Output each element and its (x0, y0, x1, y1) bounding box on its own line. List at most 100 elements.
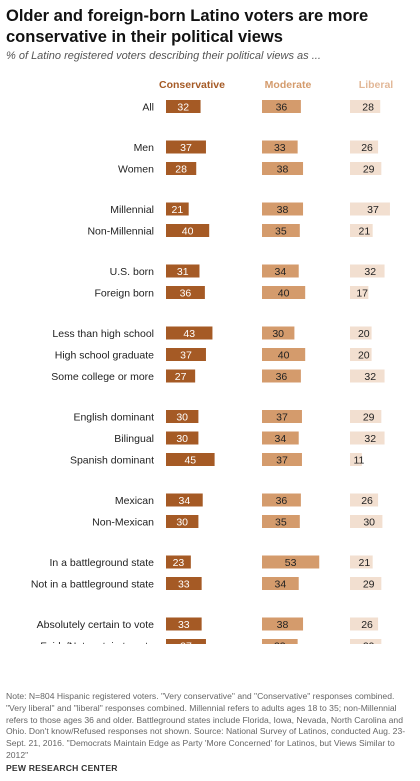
bar-mexican-moderate (262, 493, 301, 507)
bar-high-school-graduate-liberal (350, 348, 372, 361)
value-label-absolutely-certain-to-vote-moderate: 38 (277, 619, 289, 631)
value-label-mexican-moderate: 36 (276, 495, 288, 507)
row-label-fairly-not-certain-to-vote: Fairly/Not certain to vote (40, 641, 154, 645)
legend-moderate: Moderate (265, 79, 312, 91)
source-org: PEW RESEARCH CENTER (6, 763, 118, 773)
value-label-women-liberal: 29 (363, 164, 375, 176)
bar-absolutely-certain-to-vote-moderate (262, 617, 304, 631)
value-label-some-college-or-more-moderate: 36 (276, 371, 288, 383)
value-label-less-than-high-school-liberal: 20 (358, 328, 370, 340)
row-label-millennial: Millennial (110, 204, 154, 216)
bar-foreign-born-liberal (350, 286, 369, 299)
bar-millennial-conservative (166, 202, 189, 216)
bar-non-millennial-moderate (262, 224, 300, 237)
bar-bilingual-moderate (262, 431, 299, 445)
row-label-high-school-graduate: High school graduate (55, 350, 154, 362)
value-label-mexican-conservative: 34 (179, 495, 191, 507)
bar-in-a-battleground-state-moderate (262, 555, 320, 569)
bar-not-in-a-battleground-state-moderate (262, 577, 299, 590)
value-label-not-in-a-battleground-state-conservative: 33 (178, 579, 190, 591)
bar-english-dominant-conservative (166, 410, 199, 423)
value-label-millennial-liberal: 37 (367, 204, 379, 216)
value-label-bilingual-moderate: 34 (275, 433, 287, 445)
value-label-less-than-high-school-moderate: 30 (272, 328, 284, 340)
bar-absolutely-certain-to-vote-liberal (350, 617, 379, 631)
bar-in-a-battleground-state-conservative (166, 555, 191, 569)
value-label-women-moderate: 38 (277, 164, 289, 176)
row-label-bilingual: Bilingual (114, 433, 154, 445)
value-label-all-moderate: 36 (276, 102, 288, 114)
bar-absolutely-certain-to-vote-conservative (166, 617, 202, 631)
value-label-spanish-dominant-conservative: 45 (184, 455, 196, 467)
value-label-high-school-graduate-moderate: 40 (278, 350, 290, 362)
value-label-english-dominant-liberal: 29 (363, 412, 375, 424)
bar-u-s-born-liberal (350, 264, 385, 278)
bar-fairly-not-certain-to-vote-liberal (350, 639, 382, 644)
value-label-spanish-dominant-liberal: 11 (353, 455, 364, 467)
value-label-foreign-born-liberal: 17 (356, 288, 368, 300)
bar-all-moderate (262, 100, 301, 113)
bar-men-liberal (350, 140, 379, 154)
bar-some-college-or-more-moderate (262, 369, 301, 383)
bar-high-school-graduate-conservative (166, 348, 206, 361)
row-label-men: Men (134, 142, 155, 154)
bar-all-liberal (350, 100, 381, 113)
bar-some-college-or-more-conservative (166, 369, 196, 383)
value-label-men-liberal: 26 (361, 142, 373, 154)
bar-fairly-not-certain-to-vote-conservative (166, 639, 206, 644)
row-label-u-s-born: U.S. born (110, 266, 155, 278)
row-label-women: Women (118, 164, 154, 176)
value-label-fairly-not-certain-to-vote-conservative: 37 (180, 641, 192, 645)
bar-english-dominant-liberal (350, 410, 382, 423)
value-label-less-than-high-school-conservative: 43 (183, 328, 195, 340)
bar-u-s-born-conservative (166, 264, 200, 278)
bar-bilingual-conservative (166, 431, 199, 445)
bar-chart: Conservative Moderate Liberal All 32 36 28 Men 3… (31, 79, 394, 645)
bar-some-college-or-more-liberal (350, 369, 385, 383)
value-label-mexican-liberal: 26 (361, 495, 373, 507)
bar-women-conservative (166, 162, 197, 175)
bar-spanish-dominant-liberal (350, 453, 362, 466)
bar-mexican-conservative (166, 493, 203, 507)
bar-non-millennial-liberal (350, 224, 373, 237)
value-label-non-millennial-moderate: 35 (275, 226, 287, 238)
bar-not-in-a-battleground-state-liberal (350, 577, 382, 590)
bar-less-than-high-school-conservative (166, 326, 213, 340)
row-label-non-millennial: Non-Millennial (87, 226, 154, 238)
bar-non-mexican-moderate (262, 515, 300, 528)
row-label-in-a-battleground-state: In a battleground state (50, 557, 155, 569)
value-label-in-a-battleground-state-conservative: 23 (173, 557, 185, 569)
value-label-foreign-born-moderate: 40 (278, 288, 290, 300)
value-label-bilingual-conservative: 30 (176, 433, 188, 445)
bar-not-in-a-battleground-state-conservative (166, 577, 202, 590)
row-label-less-than-high-school: Less than high school (52, 328, 154, 340)
value-label-fairly-not-certain-to-vote-liberal: 29 (363, 641, 375, 645)
value-label-english-dominant-conservative: 30 (176, 412, 188, 424)
bar-spanish-dominant-moderate (262, 453, 302, 466)
legend-liberal: Liberal (359, 79, 394, 91)
value-label-in-a-battleground-state-liberal: 21 (358, 557, 370, 569)
value-label-all-liberal: 28 (362, 102, 374, 114)
value-label-absolutely-certain-to-vote-liberal: 26 (361, 619, 373, 631)
bar-less-than-high-school-liberal (350, 326, 372, 340)
value-label-high-school-graduate-liberal: 20 (358, 350, 370, 362)
bar-spanish-dominant-conservative (166, 453, 215, 466)
bar-fairly-not-certain-to-vote-moderate (262, 639, 298, 644)
bar-men-conservative (166, 140, 206, 154)
value-label-men-moderate: 33 (274, 142, 286, 154)
value-label-bilingual-liberal: 32 (364, 433, 376, 445)
value-label-english-dominant-moderate: 37 (276, 412, 288, 424)
value-label-high-school-graduate-conservative: 37 (180, 350, 192, 362)
row-label-some-college-or-more: Some college or more (51, 371, 154, 383)
value-label-non-millennial-liberal: 21 (358, 226, 370, 238)
row-label-mexican: Mexican (115, 495, 154, 507)
bar-less-than-high-school-moderate (262, 326, 295, 340)
row-label-foreign-born: Foreign born (94, 288, 154, 300)
value-label-non-mexican-liberal: 30 (363, 517, 375, 529)
chart-title: Older and foreign-born Latino voters are… (6, 7, 369, 46)
chart-notes: Note: N=804 Hispanic registered voters. … (6, 691, 406, 760)
value-label-some-college-or-more-conservative: 27 (175, 371, 187, 383)
value-label-foreign-born-conservative: 36 (180, 288, 192, 300)
row-label-non-mexican: Non-Mexican (92, 517, 154, 529)
value-label-women-conservative: 28 (175, 164, 187, 176)
